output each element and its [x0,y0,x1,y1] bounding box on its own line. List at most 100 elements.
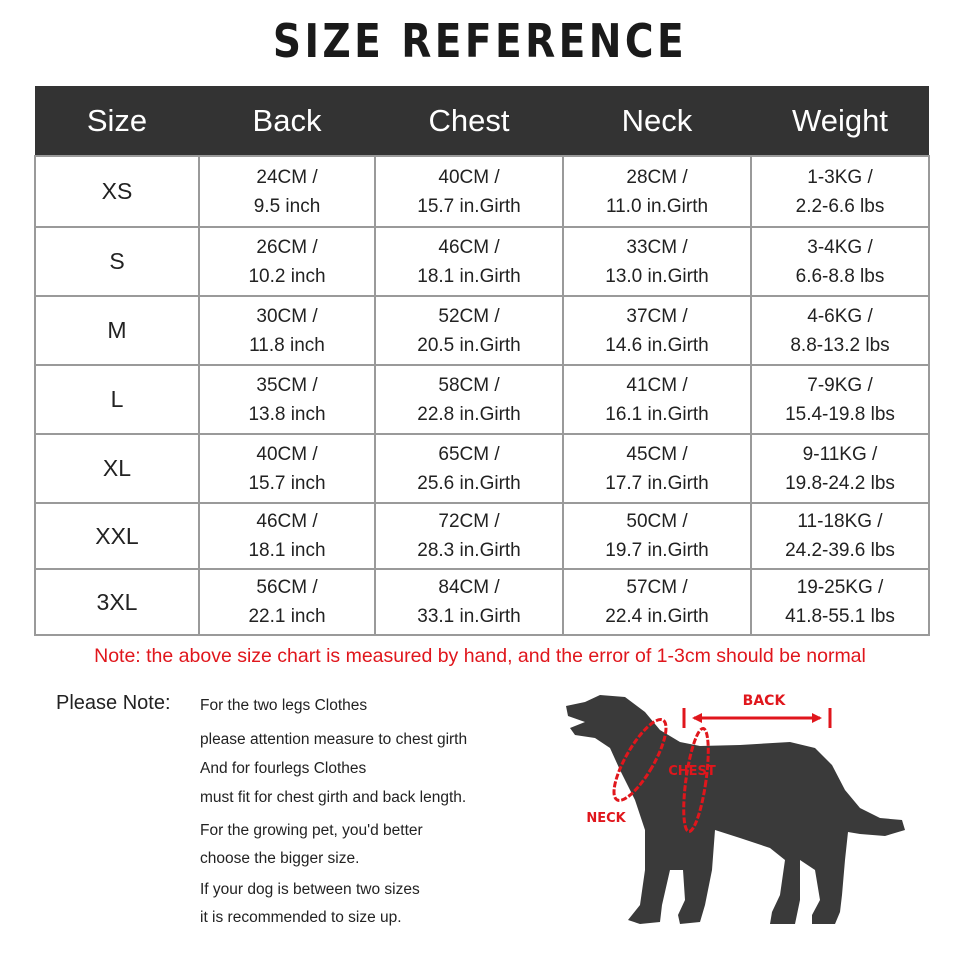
neck-value: 19.7 in.Girth [605,540,709,561]
chest-value: 65CM / [438,443,500,465]
weight-cell: 7-9KG / 15.4-19.8 lbs [750,364,930,435]
neck-value: 45CM / [626,443,688,465]
size-cell: XXL [34,502,200,570]
neck-cell: 45CM / 17.7 in.Girth [562,433,752,504]
back-value: 11.8 inch [249,334,325,356]
measurement-note: Note: the above size chart is measured b… [94,645,866,667]
back-cell: 56CM / 22.1 inch [198,568,376,636]
note-line: For the growing pet, you'd better [200,822,423,839]
back-cell: 26CM / 10.2 inch [198,226,376,297]
neck-value: 22.4 in.Girth [605,606,709,627]
chest-value: 18.1 in.Girth [417,265,521,287]
neck-value: 28CM / [626,166,688,188]
neck-value: 17.7 in.Girth [605,472,709,494]
weight-value: 4-6KG / [807,305,873,327]
chest-cell: 84CM / 33.1 in.Girth [374,568,564,636]
chest-cell: 46CM / 18.1 in.Girth [374,226,564,297]
table-row: S 26CM / 10.2 inch 46CM / 18.1 in.Girth 33CM … [34,226,930,297]
chest-loop [682,726,710,834]
chest-cell: 72CM / 28.3 in.Girth [374,502,564,570]
weight-cell: 11-18KG / 24.2-39.6 lbs [750,502,930,570]
chest-value: 84CM / [438,577,500,598]
chest-cell: 65CM / 25.6 in.Girth [374,433,564,504]
back-value: 30CM / [256,305,318,327]
weight-cell: 9-11KG / 19.8-24.2 lbs [750,433,930,504]
weight-cell: 19-25KG / 41.8-55.1 lbs [750,568,930,636]
back-cell: 40CM / 15.7 inch [198,433,376,504]
back-label: BACK [743,693,787,709]
table-row: XXL 46CM / 18.1 inch 72CM / 28.3 in.Girth 50C… [34,502,930,570]
neck-cell: 37CM / 14.6 in.Girth [562,295,752,366]
neck-value: 16.1 in.Girth [605,403,709,425]
chest-value: 22.8 in.Girth [417,403,521,425]
back-value: 56CM / [256,577,318,598]
note-line: it is recommended to size up. [200,909,402,926]
size-table: Size Back Chest Neck Weight XS 24CM / 9.5 … [34,86,930,636]
neck-value: 13.0 in.Girth [605,265,709,287]
neck-cell: 41CM / 16.1 in.Girth [562,364,752,435]
chest-label: CHEST [668,764,716,779]
weight-value: 1-3KG / [807,166,873,188]
table-row: L 35CM / 13.8 inch 58CM / 22.8 in.Girth 41CM … [34,364,930,435]
dog-silhouette [566,695,905,924]
chest-value: 58CM / [438,374,500,396]
chest-value: 28.3 in.Girth [417,540,521,561]
chest-cell: 40CM / 15.7 in.Girth [374,155,564,228]
size-cell: S [34,226,200,297]
neck-value: 41CM / [626,374,688,396]
neck-cell: 28CM / 11.0 in.Girth [562,155,752,228]
back-value: 22.1 inch [248,606,326,627]
size-cell: 3XL [34,568,200,636]
weight-value: 41.8-55.1 lbs [785,606,895,627]
chest-value: 15.7 in.Girth [417,195,521,217]
chest-cell: 52CM / 20.5 in.Girth [374,295,564,366]
weight-value: 6.6-8.8 lbs [795,265,885,287]
chest-value: 33.1 in.Girth [417,606,521,627]
weight-cell: 4-6KG / 8.8-13.2 lbs [750,295,930,366]
neck-cell: 50CM / 19.7 in.Girth [562,502,752,570]
weight-value: 15.4-19.8 lbs [785,403,895,425]
neck-value: 33CM / [626,236,688,258]
table-row: 3XL 56CM / 22.1 inch 84CM / 33.1 in.Girth 57C… [34,568,930,636]
weight-value: 9-11KG / [802,443,878,465]
header-neck: Neck [563,86,751,156]
header-back: Back [199,86,375,156]
weight-value: 3-4KG / [807,236,873,258]
chest-value: 25.6 in.Girth [417,472,521,494]
weight-cell: 3-4KG / 6.6-8.8 lbs [750,226,930,297]
neck-value: 11.0 in.Girth [605,195,709,217]
back-value: 46CM / [256,511,318,532]
note-line: must fit for chest girth and back length… [200,789,467,806]
note-line: For the two legs Clothes [200,697,368,714]
neck-value: 14.6 in.Girth [605,334,709,356]
please-note-label: Please Note: [56,692,171,714]
size-cell: M [34,295,200,366]
size-cell: L [34,364,200,435]
weight-value: 19.8-24.2 lbs [785,472,895,494]
weight-value: 7-9KG / [807,374,873,396]
weight-cell: 1-3KG / 2.2-6.6 lbs [750,155,930,228]
chest-value: 46CM / [438,236,500,258]
note-line: If your dog is between two sizes [200,881,420,898]
table-row: XL 40CM / 15.7 inch 65CM / 25.6 in.Girth 45CM… [34,433,930,504]
back-value: 26CM / [256,236,318,258]
weight-value: 24.2-39.6 lbs [785,540,895,561]
neck-cell: 33CM / 13.0 in.Girth [562,226,752,297]
chest-value: 20.5 in.Girth [417,334,521,356]
chest-value: 72CM / [438,511,500,532]
back-cell: 24CM / 9.5 inch [198,155,376,228]
chest-value: 40CM / [438,166,500,188]
neck-value: 50CM / [626,511,688,532]
back-value: 9.5 inch [253,195,321,217]
back-value: 24CM / [256,166,318,188]
back-value: 18.1 inch [248,540,326,561]
note-line: And for fourlegs Clothes [200,760,367,777]
back-cell: 30CM / 11.8 inch [198,295,376,366]
weight-value: 11-18KG / [797,511,883,532]
header-size: Size [35,86,199,156]
neck-loop [612,718,668,802]
note-line: choose the bigger size. [200,850,360,867]
back-value: 13.8 inch [248,403,326,425]
weight-value: 2.2-6.6 lbs [795,195,885,217]
